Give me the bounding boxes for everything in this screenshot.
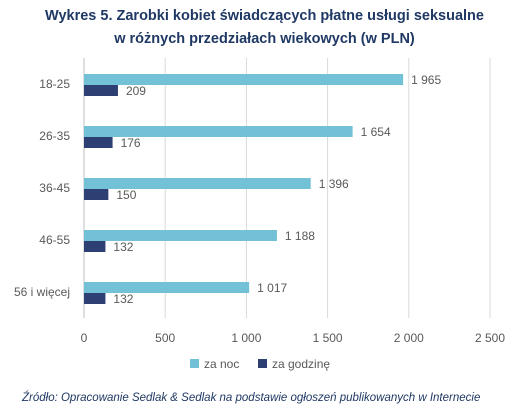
x-tick-label: 2 000 — [394, 331, 424, 345]
data-label: 1 188 — [285, 229, 315, 243]
legend-label: za noc — [204, 357, 239, 371]
x-tick-label: 1 500 — [313, 331, 343, 345]
legend-label: za godzinę — [272, 357, 330, 371]
bar-za-noc — [84, 126, 353, 137]
data-label: 132 — [113, 240, 133, 254]
legend-swatch — [190, 359, 199, 368]
bar-za-godzine — [84, 293, 106, 304]
x-tick-label: 500 — [155, 331, 175, 345]
category-label: 18-25 — [39, 77, 70, 91]
bar-za-godzine — [84, 241, 106, 252]
chart-subtitle: w różnych przedziałach wiekowych (w PLN) — [114, 31, 415, 47]
data-label: 1 654 — [361, 125, 391, 139]
category-label: 46-55 — [39, 233, 70, 247]
bar-za-godzine — [84, 137, 113, 148]
category-label: 36-45 — [39, 181, 70, 195]
bar-za-noc — [84, 74, 404, 85]
bar-za-noc — [84, 178, 311, 189]
data-label: 209 — [126, 84, 146, 98]
data-label: 132 — [113, 292, 133, 306]
x-tick-label: 1 000 — [231, 331, 261, 345]
data-label: 150 — [116, 188, 136, 202]
bar-za-godzine — [84, 189, 109, 200]
bar-za-noc — [84, 230, 277, 241]
x-tick-label: 2 500 — [475, 331, 505, 345]
bar-za-godzine — [84, 85, 118, 96]
category-label: 26-35 — [39, 129, 70, 143]
data-label: 1 017 — [257, 281, 287, 295]
source-note: Źródło: Opracowanie Sedlak & Sedlak na p… — [22, 392, 481, 404]
data-label: 1 396 — [319, 177, 349, 191]
legend-swatch — [258, 359, 267, 368]
x-tick-label: 0 — [81, 331, 88, 345]
chart-title: Wykres 5. Zarobki kobiet świadczących pł… — [45, 8, 484, 24]
category-label: 56 i więcej — [14, 285, 70, 299]
data-label: 1 965 — [411, 73, 441, 87]
data-label: 176 — [121, 136, 141, 150]
bar-za-noc — [84, 282, 250, 293]
